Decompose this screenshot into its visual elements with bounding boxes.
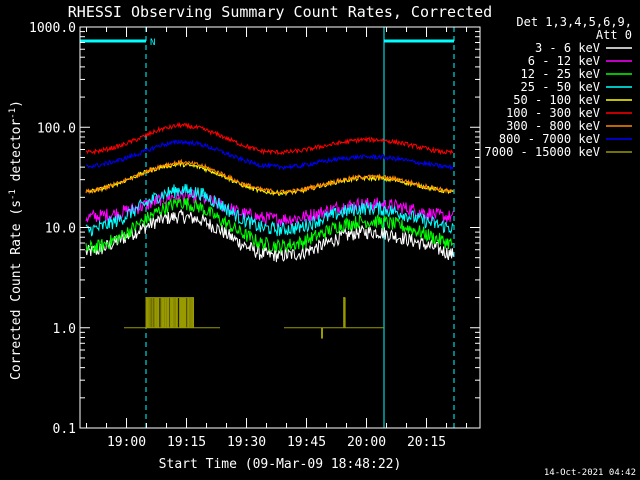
x-axis-label: Start Time (09-Mar-09 18:48:22) [159, 457, 402, 472]
y-tick-label-2: 10.0 [45, 222, 76, 237]
series-line-3 [85, 183, 454, 237]
y-tick-label-0: 1000.0 [29, 21, 76, 36]
legend-label-5: 100 - 300 keV [506, 106, 600, 120]
burst-group-0 [145, 297, 195, 328]
generation-timestamp: 14-Oct-2021 04:42 [544, 468, 636, 478]
y-axis-label: Corrected Count Rate (s-1 detector-1) [8, 100, 24, 380]
series-line-6 [85, 158, 454, 195]
y-tick-label-1: 100.0 [37, 121, 76, 136]
y-tick-label-3: 1.0 [53, 322, 76, 337]
axes: 1000.0 100.0 10.0 1.0 0.1 19:00 19:15 19:30 19:4… [29, 21, 481, 450]
series-line-2 [85, 197, 454, 254]
plot-area: N [79, 27, 455, 428]
x-tick-label-5: 20:15 [407, 435, 446, 450]
legend-header-line-2: Att 0 [596, 28, 632, 42]
x-tick-label-1: 19:15 [167, 435, 206, 450]
x-tick-label-0: 19:00 [107, 435, 146, 450]
legend-label-2: 12 - 25 keV [521, 67, 600, 81]
legend-label-4: 50 - 100 keV [513, 93, 600, 107]
band-marker-label-0: N [150, 38, 155, 48]
series-line-5 [85, 121, 454, 156]
x-tick-label-4: 20:00 [347, 435, 386, 450]
legend-label-1: 6 - 12 keV [528, 54, 600, 68]
y-tick-label-4: 0.1 [53, 422, 76, 437]
series-line-7 [85, 139, 454, 171]
legend-label-0: 3 - 6 keV [535, 41, 600, 55]
legend-header-line-1: Det 1,3,4,5,6,9, [516, 15, 632, 29]
legend-label-6: 300 - 800 keV [506, 119, 600, 133]
burst-group-1 [343, 297, 346, 328]
series-line-0 [85, 209, 454, 263]
chart-title: RHESSI Observing Summary Count Rates, Co… [68, 3, 492, 21]
legend-label-7: 800 - 7000 keV [499, 132, 600, 146]
legend-label-8: 7000 - 15000 keV [484, 145, 600, 159]
legend-label-3: 25 - 50 keV [521, 80, 600, 94]
x-tick-label-2: 19:30 [227, 435, 266, 450]
x-tick-label-3: 19:45 [287, 435, 326, 450]
